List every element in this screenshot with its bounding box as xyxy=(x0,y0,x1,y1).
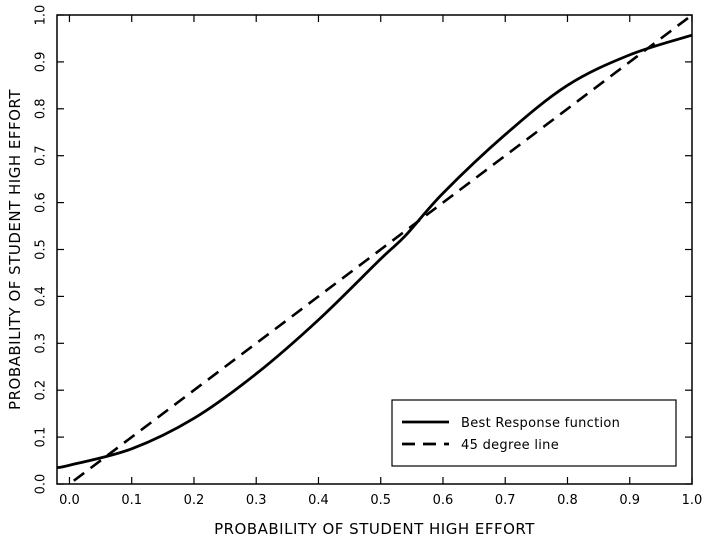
y-tick-label: 0.7 xyxy=(34,145,49,166)
y-tick-label: 0.5 xyxy=(34,239,49,260)
series-line-dashed xyxy=(67,15,692,484)
legend-box xyxy=(391,399,677,467)
x-tick-label: 0.3 xyxy=(246,493,267,508)
series-line-solid xyxy=(57,33,692,469)
y-axis-title: PROBABILITY OF STUDENT HIGH EFFORT xyxy=(6,89,24,410)
y-tick-label: 0.9 xyxy=(34,52,49,73)
x-tick-label: 0.0 xyxy=(59,493,80,508)
x-axis-title: PROBABILITY OF STUDENT HIGH EFFORT xyxy=(214,520,535,538)
y-tick-label: 1.0 xyxy=(34,5,49,26)
legend: Best Response function 45 degree line xyxy=(391,399,677,467)
x-tick-label: 0.2 xyxy=(184,493,205,508)
ticks-layer: 0.0 0.1 0.2 0.3 0.4 0.5 0.6 0.7 0.8 0.9 1.0 0.0 0.1 0… xyxy=(34,5,703,508)
y-tick-label: 0.3 xyxy=(34,333,49,354)
series-layer xyxy=(57,15,692,484)
x-tick-label: 0.6 xyxy=(433,493,454,508)
legend-label: Best Response function xyxy=(461,416,620,431)
x-tick-label: 0.5 xyxy=(370,493,391,508)
y-tick-label: 0.8 xyxy=(34,98,49,119)
x-tick-label: 0.7 xyxy=(495,493,516,508)
y-tick-label: 0.6 xyxy=(34,192,49,213)
legend-label: 45 degree line xyxy=(461,438,559,453)
y-tick-label: 0.0 xyxy=(34,474,49,495)
x-tick-label: 0.1 xyxy=(121,493,142,508)
x-tick-label: 0.8 xyxy=(557,493,578,508)
y-tick-label: 0.2 xyxy=(34,380,49,401)
y-tick-label: 0.4 xyxy=(34,286,49,307)
x-tick-label: 1.0 xyxy=(682,493,703,508)
y-tick-label: 0.1 xyxy=(34,427,49,448)
x-tick-label: 0.9 xyxy=(619,493,640,508)
x-tick-label: 0.4 xyxy=(308,493,329,508)
